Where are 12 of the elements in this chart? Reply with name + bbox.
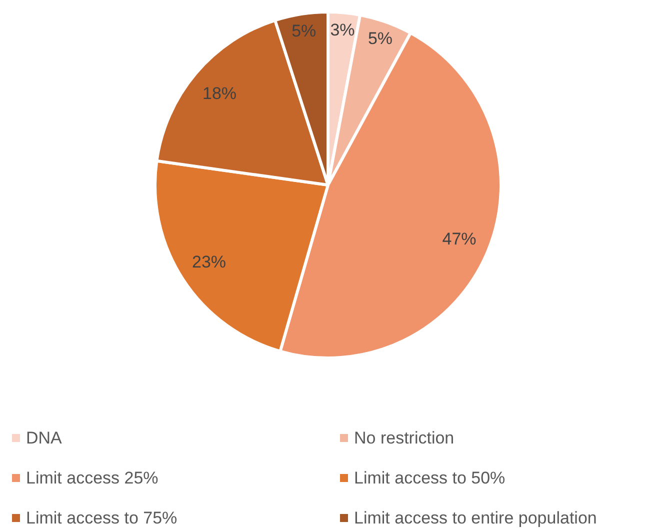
legend-label: Limit access to entire population [354,508,597,528]
data-label: 18% [202,84,236,104]
legend-label: Limit access to 50% [354,468,506,488]
data-label: 5% [292,22,316,41]
data-label: 47% [442,229,476,248]
legend-label: DNA [26,428,63,448]
data-label: 3% [330,20,355,40]
legend-label: Limit access to 75% [26,508,178,528]
legend-label: Limit access 25% [26,468,158,488]
data-label: 5% [368,28,393,48]
legend-label: No restriction [354,428,454,448]
data-label: 23% [192,252,226,272]
